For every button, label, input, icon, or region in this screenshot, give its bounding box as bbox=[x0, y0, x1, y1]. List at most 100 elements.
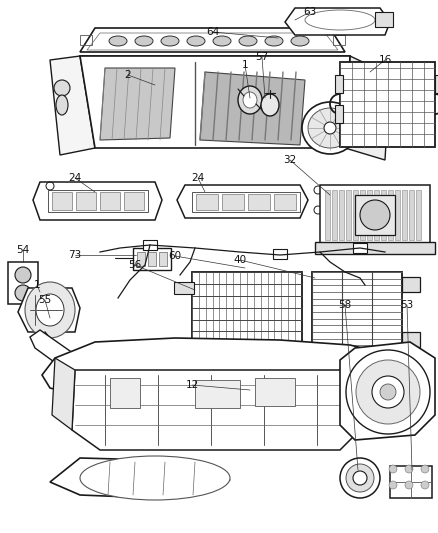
Text: 57: 57 bbox=[255, 52, 268, 62]
Bar bbox=[272, 249, 286, 259]
Bar bbox=[319, 185, 429, 245]
Ellipse shape bbox=[238, 36, 256, 46]
Text: 63: 63 bbox=[303, 7, 316, 17]
Ellipse shape bbox=[359, 200, 389, 230]
Bar bbox=[173, 345, 194, 357]
Ellipse shape bbox=[135, 36, 153, 46]
Bar bbox=[124, 192, 144, 210]
Bar bbox=[352, 190, 357, 240]
Ellipse shape bbox=[388, 481, 396, 489]
Ellipse shape bbox=[345, 350, 429, 434]
Bar bbox=[100, 192, 120, 210]
Ellipse shape bbox=[339, 458, 379, 498]
Ellipse shape bbox=[109, 36, 127, 46]
Ellipse shape bbox=[404, 465, 412, 473]
Bar bbox=[401, 190, 406, 240]
Bar bbox=[345, 190, 350, 240]
Bar bbox=[334, 75, 342, 93]
Bar bbox=[191, 192, 299, 212]
Polygon shape bbox=[100, 68, 175, 140]
Bar bbox=[380, 190, 385, 240]
Ellipse shape bbox=[15, 285, 31, 301]
Bar bbox=[331, 190, 336, 240]
Polygon shape bbox=[354, 355, 391, 430]
Text: 2: 2 bbox=[124, 70, 131, 80]
Bar bbox=[148, 252, 155, 266]
Bar bbox=[374, 12, 392, 27]
Bar bbox=[247, 194, 269, 210]
Text: 40: 40 bbox=[233, 255, 246, 265]
Ellipse shape bbox=[290, 36, 308, 46]
Text: 54: 54 bbox=[16, 245, 29, 255]
Polygon shape bbox=[42, 338, 399, 402]
Text: 12: 12 bbox=[185, 380, 198, 390]
Bar bbox=[415, 190, 420, 240]
Text: 16: 16 bbox=[378, 55, 391, 65]
Ellipse shape bbox=[345, 464, 373, 492]
Text: 73: 73 bbox=[68, 250, 81, 260]
Ellipse shape bbox=[323, 122, 335, 134]
Bar bbox=[408, 190, 413, 240]
Ellipse shape bbox=[161, 36, 179, 46]
Bar bbox=[133, 248, 171, 270]
Ellipse shape bbox=[25, 282, 75, 338]
Bar bbox=[339, 62, 434, 147]
Bar bbox=[401, 332, 419, 347]
Bar bbox=[338, 190, 343, 240]
Polygon shape bbox=[72, 370, 359, 450]
Ellipse shape bbox=[36, 294, 64, 326]
Bar bbox=[387, 190, 392, 240]
Ellipse shape bbox=[388, 465, 396, 473]
Bar bbox=[194, 380, 240, 408]
Bar bbox=[52, 192, 72, 210]
Text: 58: 58 bbox=[338, 300, 351, 310]
Text: 1: 1 bbox=[241, 60, 248, 70]
Polygon shape bbox=[30, 330, 85, 375]
Bar bbox=[159, 252, 166, 266]
Ellipse shape bbox=[15, 267, 31, 283]
Bar bbox=[173, 282, 194, 294]
Text: 24: 24 bbox=[68, 173, 81, 183]
Ellipse shape bbox=[371, 376, 403, 408]
Ellipse shape bbox=[265, 36, 283, 46]
Polygon shape bbox=[200, 72, 304, 145]
Ellipse shape bbox=[404, 481, 412, 489]
Bar bbox=[311, 272, 401, 352]
Ellipse shape bbox=[307, 108, 351, 148]
Polygon shape bbox=[80, 56, 349, 148]
Polygon shape bbox=[50, 56, 95, 155]
Bar bbox=[76, 192, 96, 210]
Bar bbox=[314, 242, 434, 254]
Bar bbox=[401, 277, 419, 292]
Ellipse shape bbox=[261, 94, 279, 116]
Ellipse shape bbox=[355, 360, 419, 424]
Polygon shape bbox=[52, 358, 75, 430]
Bar bbox=[352, 243, 366, 253]
Bar bbox=[366, 190, 371, 240]
Ellipse shape bbox=[187, 36, 205, 46]
Text: 55: 55 bbox=[38, 295, 52, 305]
Polygon shape bbox=[33, 182, 162, 220]
Text: 32: 32 bbox=[283, 155, 296, 165]
Bar bbox=[334, 105, 342, 123]
Bar bbox=[273, 194, 295, 210]
Text: 56: 56 bbox=[128, 260, 141, 270]
Bar bbox=[332, 35, 344, 45]
Bar bbox=[354, 195, 394, 235]
Ellipse shape bbox=[379, 384, 395, 400]
Ellipse shape bbox=[56, 95, 68, 115]
Polygon shape bbox=[339, 342, 434, 440]
Bar bbox=[324, 190, 329, 240]
Text: 64: 64 bbox=[206, 27, 219, 37]
Bar bbox=[191, 272, 301, 367]
Bar bbox=[434, 75, 438, 93]
Bar bbox=[195, 194, 218, 210]
Text: 24: 24 bbox=[191, 173, 204, 183]
Text: 60: 60 bbox=[168, 251, 181, 261]
Polygon shape bbox=[80, 28, 344, 52]
Bar bbox=[373, 190, 378, 240]
Polygon shape bbox=[177, 185, 307, 218]
Bar bbox=[143, 240, 157, 250]
Ellipse shape bbox=[243, 92, 256, 108]
Bar bbox=[222, 194, 244, 210]
